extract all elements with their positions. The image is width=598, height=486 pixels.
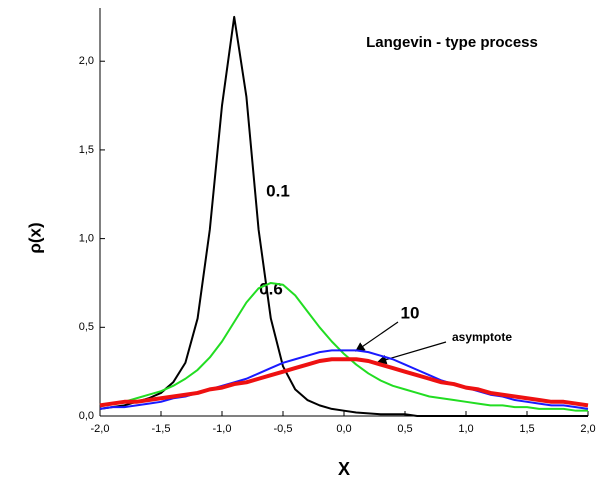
x-axis-label: X [338, 459, 350, 479]
x-tick-label: -0,5 [274, 423, 293, 435]
x-tick-label: 2,0 [580, 423, 595, 435]
y-axis-label: ρ(x) [25, 222, 44, 253]
y-tick-label: 1,5 [79, 144, 94, 156]
annotation-arrow [376, 341, 447, 365]
series-annotation: 0.1 [266, 181, 290, 200]
chart-title: Langevin - type process [366, 34, 538, 51]
x-tick-label: 1,0 [458, 423, 473, 435]
series-annotation: asymptote [452, 330, 512, 344]
series-line [99, 357, 589, 408]
y-tick-label: 0,5 [79, 321, 94, 333]
x-tick-label: 0,0 [336, 423, 351, 435]
y-tick-label: 1,0 [79, 233, 94, 245]
series-line [99, 15, 588, 417]
x-tick-label: -1,5 [152, 423, 171, 435]
series-annotation: 10 [401, 303, 420, 322]
y-tick-label: 2,0 [79, 55, 94, 67]
x-tick-label: 0,5 [397, 423, 412, 435]
x-tick-label: -2,0 [91, 423, 110, 435]
y-tick-label: 0,0 [79, 410, 94, 422]
series-line [99, 281, 588, 412]
annotation-arrow [355, 321, 399, 352]
x-tick-label: 1,5 [519, 423, 534, 435]
x-tick-label: -1,0 [213, 423, 232, 435]
